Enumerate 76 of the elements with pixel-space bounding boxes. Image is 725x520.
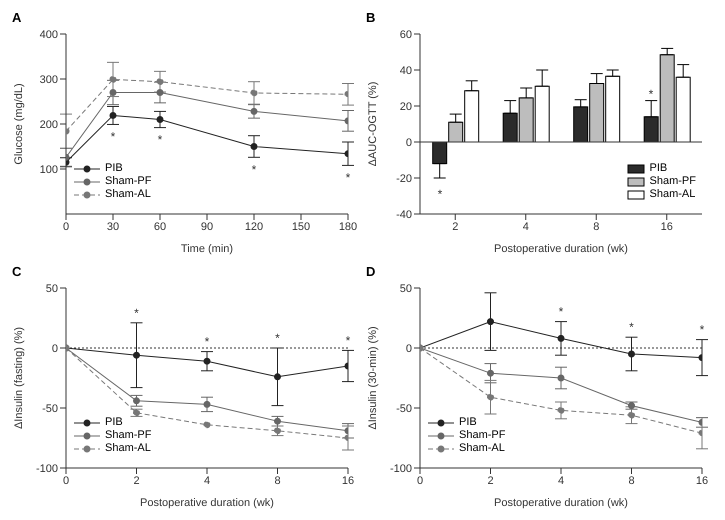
- x-tick-label: 4: [522, 220, 529, 233]
- y-tick-label: -50: [396, 402, 412, 415]
- y-tick-label: 300: [40, 74, 58, 86]
- annotation: *: [275, 331, 280, 345]
- y-tick-label: 0: [406, 136, 412, 149]
- annotation: *: [438, 187, 442, 201]
- legend-label: PIB: [459, 416, 477, 429]
- y-tick-label: 0: [52, 342, 58, 355]
- x-tick-label: 8: [274, 474, 281, 487]
- x-tick-label: 90: [200, 220, 214, 233]
- annotation: *: [648, 87, 654, 101]
- y-tick-label: 40: [400, 64, 412, 77]
- x-tick-label: 8: [628, 474, 635, 487]
- x-tick-label: 180: [338, 220, 358, 233]
- x-axis-title: Postoperative duration (wk): [140, 497, 274, 509]
- legend-label: PIB: [105, 162, 123, 175]
- chart-title: D: [366, 264, 376, 279]
- legend-label: PIB: [105, 416, 123, 429]
- x-tick-label: 8: [593, 220, 600, 233]
- x-tick-label: 16: [660, 220, 673, 233]
- y-tick-label: -20: [396, 172, 412, 185]
- x-tick-label: 30: [106, 220, 120, 233]
- annotation: *: [204, 334, 210, 349]
- x-tick-label: 16: [696, 474, 708, 487]
- y-tick-label: 100: [40, 164, 58, 176]
- x-tick-label: 4: [558, 474, 564, 487]
- x-tick-label: 0: [62, 474, 70, 487]
- chart-title: A: [12, 10, 22, 25]
- annotation: *: [629, 320, 634, 334]
- x-tick-label: 0: [62, 220, 70, 233]
- chart-title: B: [366, 10, 376, 25]
- y-tick-label: 0: [406, 342, 412, 355]
- y-axis-title: ΔInsulin (30-min) (%): [366, 326, 379, 430]
- annotation: *: [134, 306, 140, 320]
- legend-label: Sham-PF: [105, 429, 152, 442]
- y-tick-label: 200: [40, 118, 58, 131]
- x-tick-label: 0: [416, 474, 424, 487]
- y-tick-label: 60: [400, 28, 412, 41]
- x-axis-title: Postoperative duration (wk): [494, 497, 628, 509]
- x-axis-title: Time (min): [180, 243, 234, 255]
- x-tick-label: 60: [154, 220, 166, 233]
- y-tick-label: 50: [46, 282, 58, 295]
- x-tick-label: 120: [244, 220, 264, 233]
- legend-label: Sham-AL: [105, 442, 151, 455]
- legend-label: Sham-PF: [105, 175, 152, 188]
- x-axis-title: Postoperative duration (wk): [494, 243, 628, 255]
- y-axis-title: ΔAUC-OGTT (%): [366, 82, 379, 166]
- legend-label: Sham-AL: [650, 188, 696, 201]
- annotation: *: [346, 333, 351, 348]
- legend-label: Sham-AL: [459, 442, 505, 455]
- y-tick-label: -40: [396, 208, 412, 221]
- y-tick-label: 20: [400, 100, 412, 113]
- x-tick-label: 4: [204, 474, 210, 487]
- annotation: *: [558, 304, 564, 319]
- annotation: *: [158, 132, 163, 147]
- annotation: *: [252, 162, 257, 176]
- legend-label: Sham-AL: [105, 188, 151, 201]
- y-tick-label: 400: [40, 28, 58, 41]
- x-tick-label: 2: [452, 220, 458, 233]
- legend-label: Sham-PF: [459, 429, 506, 442]
- y-axis-title: Glucose (mg/dL): [12, 83, 25, 165]
- x-tick-label: 150: [292, 220, 310, 233]
- y-tick-label: -50: [42, 402, 58, 415]
- annotation: *: [346, 170, 351, 184]
- x-tick-label: 2: [133, 474, 140, 487]
- y-tick-label: -100: [390, 462, 412, 475]
- x-tick-label: 2: [487, 474, 494, 487]
- legend-label: PIB: [650, 162, 668, 175]
- chart-title: C: [12, 264, 22, 279]
- annotation: *: [700, 322, 705, 337]
- y-axis-title: ΔInsulin (fasting) (%): [12, 326, 25, 430]
- y-tick-label: -100: [36, 462, 58, 475]
- y-tick-label: 50: [400, 282, 412, 295]
- x-tick-label: 16: [342, 474, 354, 487]
- annotation: *: [110, 129, 116, 144]
- legend-label: Sham-PF: [650, 175, 696, 188]
